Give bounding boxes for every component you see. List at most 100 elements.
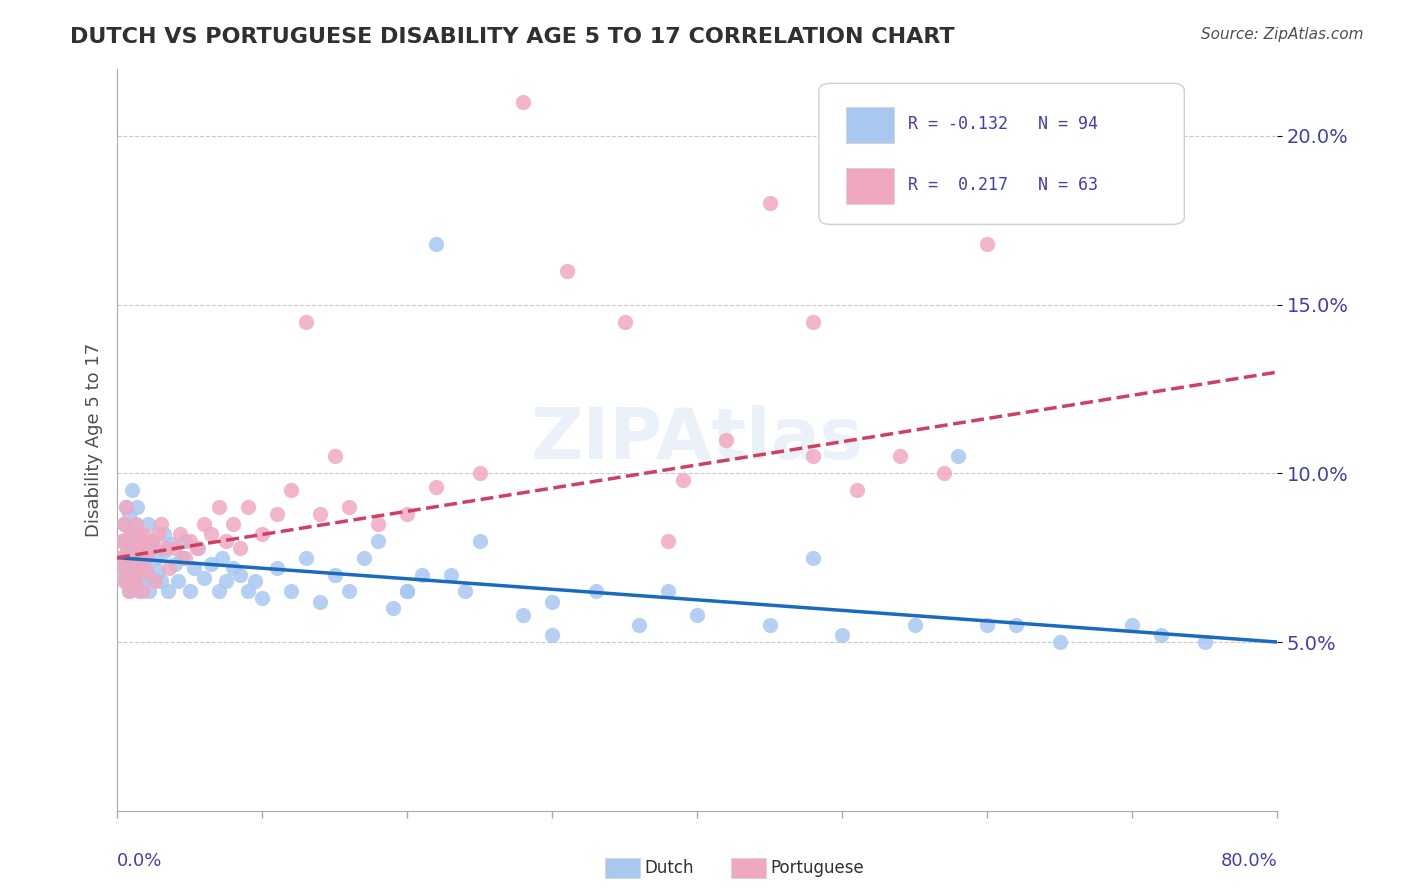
Point xyxy=(138,584,160,599)
Point xyxy=(115,574,138,589)
Point xyxy=(323,567,346,582)
Point xyxy=(149,516,172,531)
FancyBboxPatch shape xyxy=(818,83,1184,225)
Point xyxy=(266,561,288,575)
Point xyxy=(229,541,252,555)
Point xyxy=(125,516,148,531)
Point xyxy=(139,541,162,555)
Text: 0.0%: 0.0% xyxy=(117,852,163,870)
Point xyxy=(111,567,134,582)
Point xyxy=(110,533,132,548)
Point xyxy=(141,533,163,548)
Point xyxy=(145,550,167,565)
Point xyxy=(114,516,136,531)
Point xyxy=(134,550,156,565)
Point xyxy=(149,574,172,589)
Point xyxy=(200,527,222,541)
Point xyxy=(128,541,150,555)
Point xyxy=(801,550,824,565)
Point xyxy=(124,516,146,531)
Point xyxy=(337,500,360,514)
Point xyxy=(187,541,209,555)
Point xyxy=(129,541,152,555)
Text: R =  0.217   N = 63: R = 0.217 N = 63 xyxy=(908,176,1098,194)
Point xyxy=(141,533,163,548)
Point xyxy=(134,550,156,565)
Point xyxy=(118,507,141,521)
Point xyxy=(367,533,389,548)
Point xyxy=(243,574,266,589)
Point xyxy=(193,516,215,531)
Point xyxy=(174,533,197,548)
Point xyxy=(124,574,146,589)
Text: Dutch: Dutch xyxy=(644,859,693,877)
Point xyxy=(146,564,169,578)
Point xyxy=(904,618,927,632)
Point xyxy=(250,591,273,606)
Point xyxy=(165,558,187,572)
Point xyxy=(124,574,146,589)
Point xyxy=(396,584,419,599)
Point xyxy=(111,561,134,575)
Point xyxy=(946,450,969,464)
Point xyxy=(628,618,651,632)
Point xyxy=(236,500,259,514)
Point xyxy=(160,537,183,551)
Text: Portuguese: Portuguese xyxy=(770,859,865,877)
Point xyxy=(236,584,259,599)
Point xyxy=(156,584,179,599)
Point xyxy=(120,564,142,578)
Point xyxy=(117,541,139,555)
Point xyxy=(512,607,534,622)
Point xyxy=(266,507,288,521)
Point xyxy=(801,450,824,464)
Point xyxy=(114,561,136,575)
Point xyxy=(337,584,360,599)
Point xyxy=(468,467,491,481)
Point xyxy=(135,561,157,575)
Point xyxy=(174,550,197,565)
Point xyxy=(138,544,160,558)
Point xyxy=(128,584,150,599)
Point xyxy=(122,550,145,565)
Point xyxy=(353,550,375,565)
Point xyxy=(280,584,302,599)
Point xyxy=(153,544,176,558)
Point xyxy=(211,550,233,565)
Point xyxy=(118,584,141,599)
Point xyxy=(889,450,911,464)
Point xyxy=(152,527,174,541)
Point xyxy=(758,196,780,211)
Point xyxy=(146,527,169,541)
Point xyxy=(129,567,152,582)
Point xyxy=(585,584,607,599)
Point xyxy=(153,541,176,555)
Point xyxy=(131,533,153,548)
Point xyxy=(222,561,245,575)
Point xyxy=(110,533,132,548)
Point xyxy=(115,500,138,514)
Point xyxy=(396,584,419,599)
Point xyxy=(115,500,138,514)
Point xyxy=(1121,618,1143,632)
Point xyxy=(172,550,194,565)
Point xyxy=(541,594,564,608)
Point xyxy=(200,558,222,572)
Point xyxy=(657,584,679,599)
Point xyxy=(193,571,215,585)
Point xyxy=(1150,628,1173,642)
Point xyxy=(121,571,143,585)
Point xyxy=(280,483,302,498)
Point xyxy=(425,236,447,251)
Point xyxy=(1005,618,1028,632)
Point xyxy=(208,500,231,514)
Point xyxy=(932,467,955,481)
Point xyxy=(122,550,145,565)
Point xyxy=(714,433,737,447)
Point xyxy=(129,533,152,548)
Point xyxy=(222,516,245,531)
Point xyxy=(440,567,463,582)
Point xyxy=(179,533,201,548)
Point xyxy=(128,527,150,541)
Point xyxy=(117,547,139,561)
